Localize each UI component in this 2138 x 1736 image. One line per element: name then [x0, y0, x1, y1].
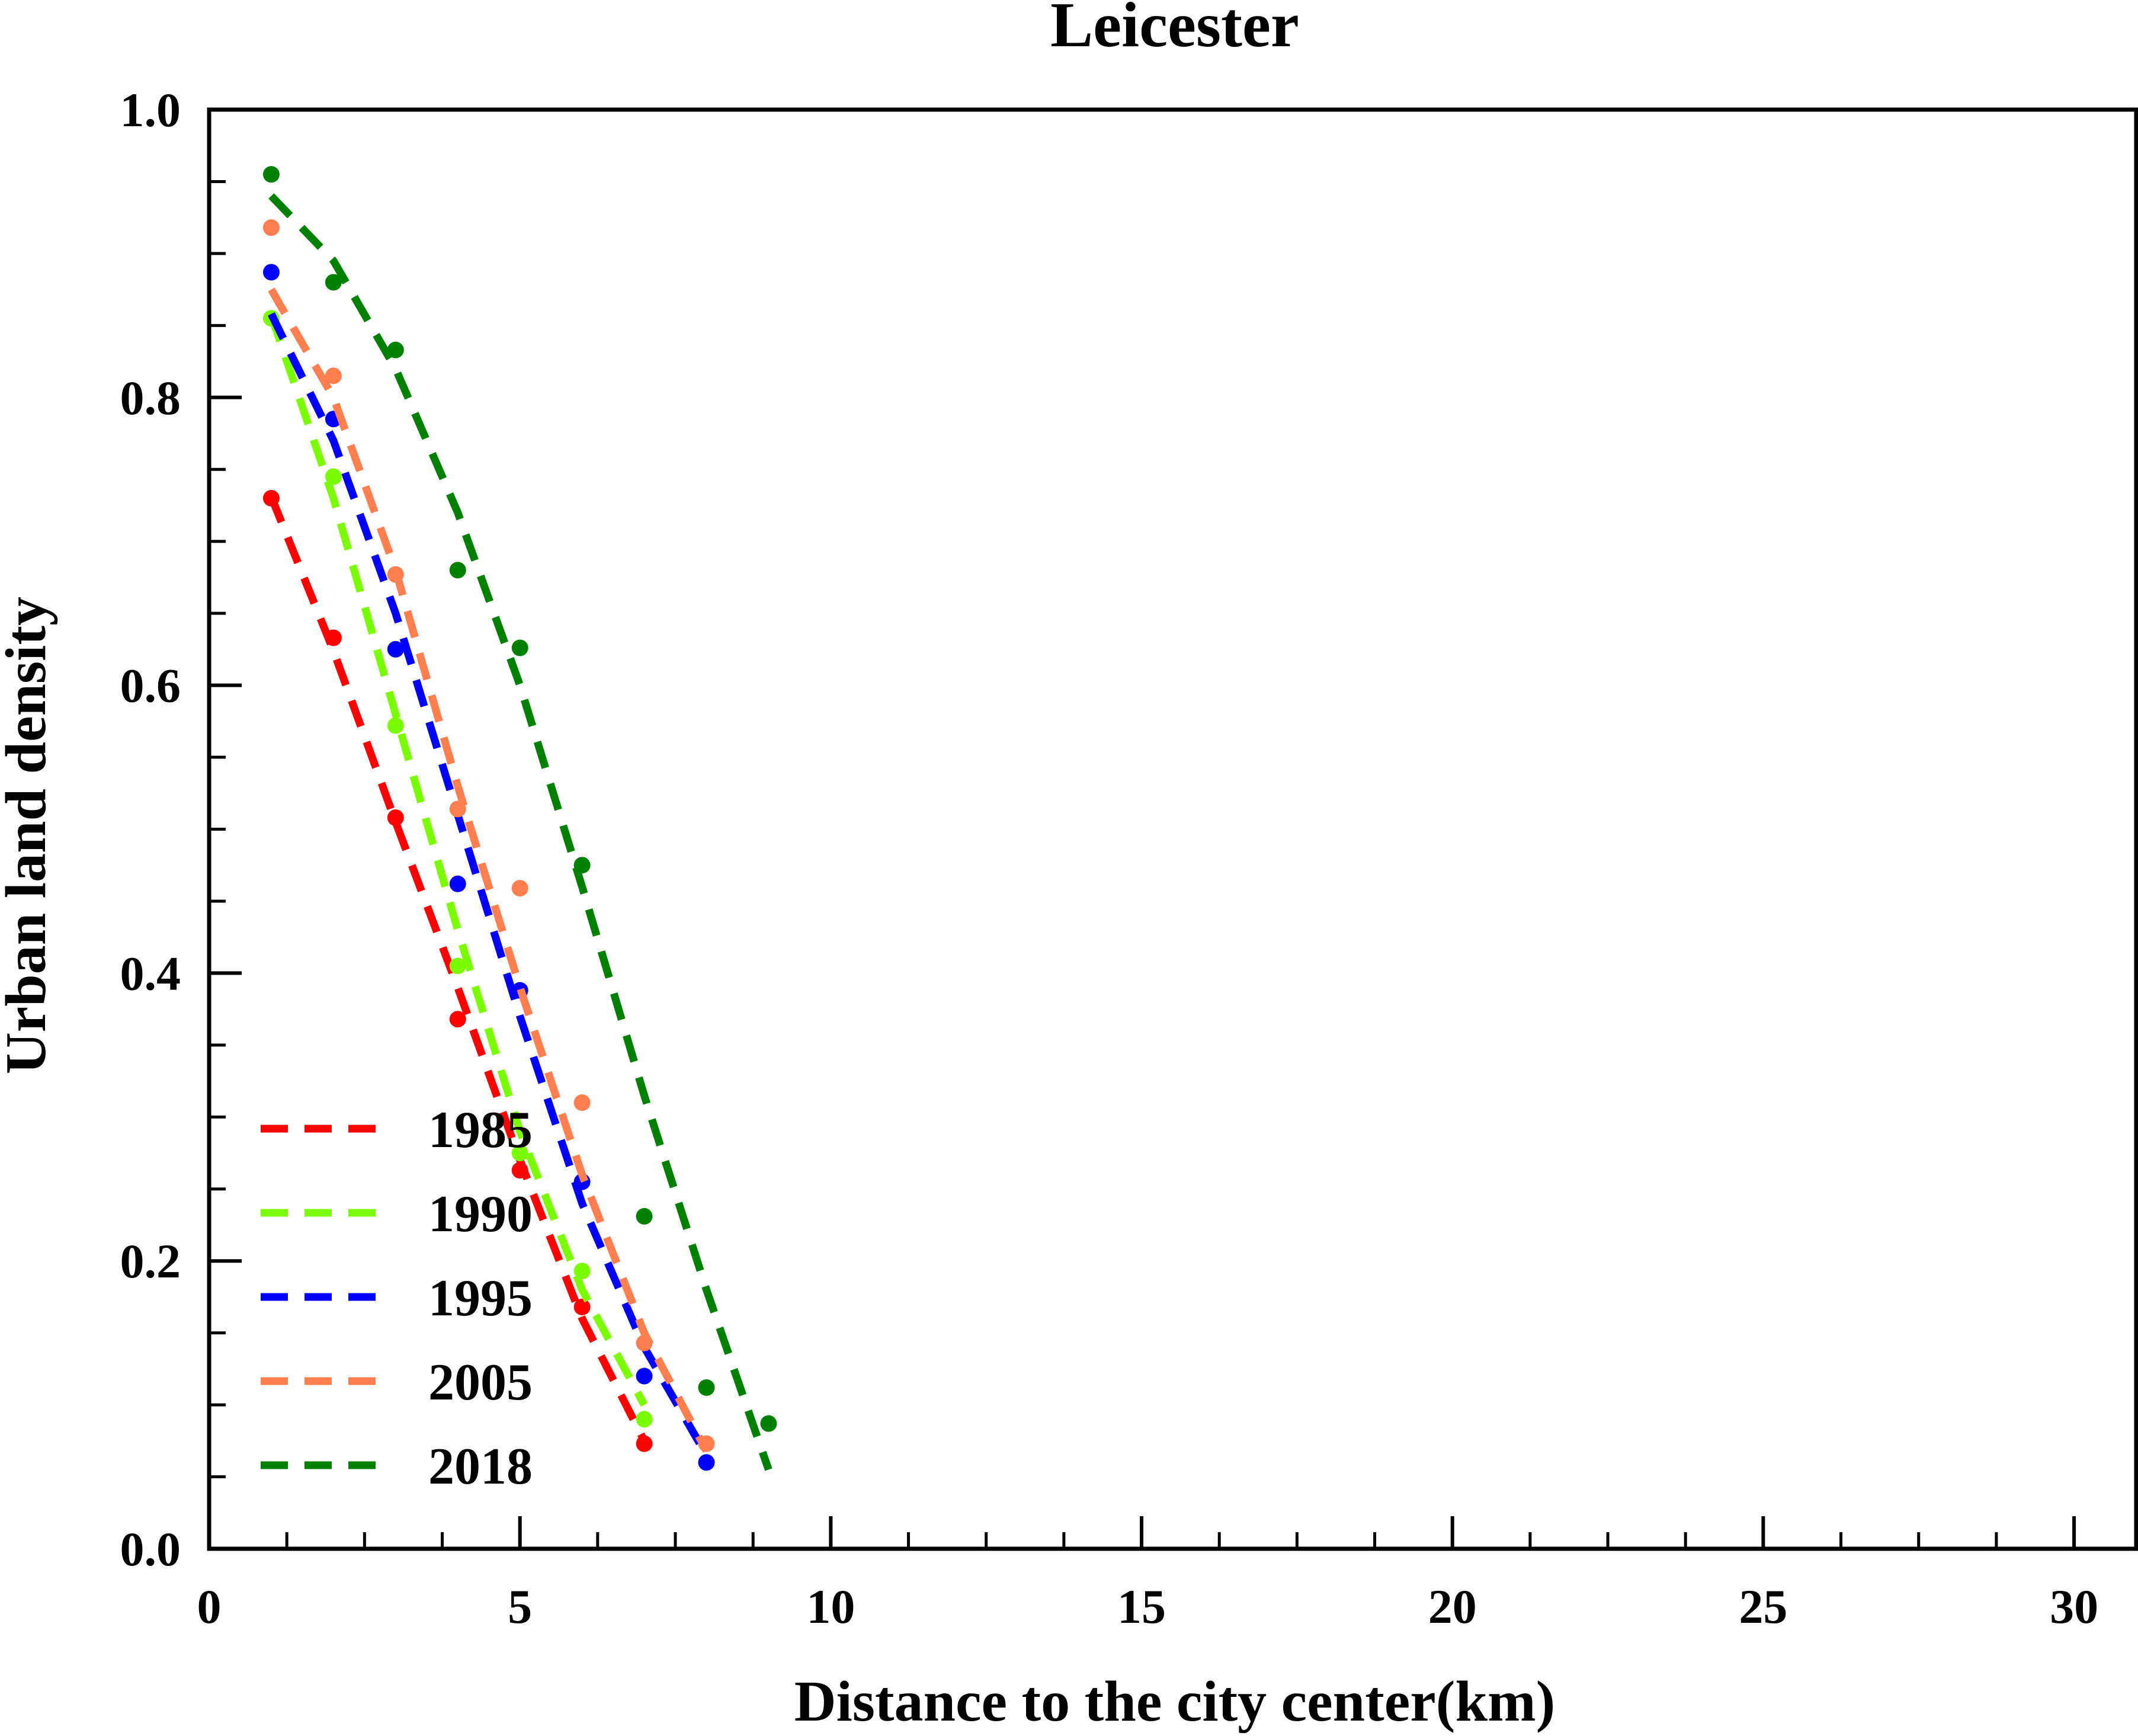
x-axis-title: Distance to the city center(km)	[794, 1670, 1555, 1734]
fit-line	[268, 287, 710, 1453]
data-point	[511, 1145, 528, 1162]
data-point	[449, 1011, 466, 1028]
x-tick-label: 0	[197, 1580, 222, 1633]
data-point	[573, 1263, 591, 1280]
x-tick-label: 5	[508, 1580, 532, 1633]
data-point	[698, 1435, 715, 1452]
fit-line	[268, 312, 710, 1458]
x-tick-label: 25	[1739, 1580, 1787, 1633]
data-point	[262, 166, 280, 183]
plot-area	[207, 107, 2138, 1551]
data-point	[511, 1162, 528, 1179]
plot-frame	[207, 107, 2138, 1551]
data-point	[511, 639, 528, 656]
fit-line	[268, 193, 772, 1471]
legend-label: 2005	[428, 1354, 533, 1411]
data-point	[325, 468, 342, 485]
data-point	[387, 809, 404, 827]
x-tick-label: 15	[1117, 1580, 1166, 1633]
legend-item-2005: 2005	[261, 1354, 533, 1411]
x-tick-label: 30	[2050, 1580, 2098, 1633]
data-point	[636, 1207, 653, 1225]
data-point	[387, 640, 404, 658]
y-tick-label: 0.0	[120, 1522, 181, 1576]
series-2005	[262, 219, 715, 1453]
legend-item-1990: 1990	[261, 1186, 533, 1243]
chart-title: Leicester	[1050, 0, 1299, 60]
series-2018	[262, 166, 777, 1471]
data-point	[573, 857, 591, 874]
series-1990	[262, 310, 653, 1428]
y-tick-label: 0.6	[120, 659, 181, 713]
data-point	[325, 274, 342, 291]
data-point	[449, 875, 466, 892]
legend-label: 1990	[428, 1186, 533, 1243]
data-point	[698, 1454, 715, 1471]
data-point	[636, 1334, 653, 1351]
legend-label: 1985	[428, 1101, 533, 1159]
y-axis-title: Urban land density	[0, 597, 58, 1074]
series-1995	[262, 264, 715, 1471]
y-tick-label: 0.2	[120, 1234, 181, 1288]
data-point	[573, 1298, 591, 1315]
y-tick-label: 0.8	[120, 371, 181, 425]
legend-item-1995: 1995	[261, 1270, 533, 1327]
legend-item-1985: 1985	[261, 1101, 533, 1159]
legend: 1985 1990 1995 2005 2018	[261, 1101, 533, 1495]
x-tick-label: 10	[806, 1580, 855, 1633]
data-point	[449, 562, 466, 579]
data-point	[262, 219, 280, 236]
legend-item-2018: 2018	[261, 1438, 533, 1495]
series-1985	[262, 489, 653, 1452]
data-point	[449, 957, 466, 975]
data-point	[387, 717, 404, 734]
legend-label: 2018	[428, 1438, 533, 1495]
data-point	[262, 489, 280, 507]
data-point	[387, 341, 404, 358]
data-point	[636, 1411, 653, 1428]
data-point	[387, 566, 404, 583]
data-point	[573, 1094, 591, 1112]
data-point	[636, 1435, 653, 1452]
data-point	[698, 1379, 715, 1396]
data-point	[325, 629, 342, 646]
data-point	[760, 1415, 777, 1432]
fit-line	[267, 314, 648, 1407]
data-point	[449, 800, 466, 818]
y-tick-label: 0.4	[120, 946, 181, 1000]
x-tick-label: 20	[1428, 1580, 1477, 1633]
fit-line	[267, 495, 648, 1443]
y-axis: 0.0 0.2 0.4 0.6 0.8 1.0	[120, 83, 242, 1576]
legend-label: 1995	[428, 1270, 533, 1327]
data-point	[262, 264, 280, 281]
data-point	[511, 880, 528, 897]
x-axis: 0 5 10 15 20 25 30	[197, 1516, 2098, 1633]
data-point	[325, 367, 342, 385]
data-point	[636, 1367, 653, 1385]
y-tick-label: 1.0	[120, 83, 181, 137]
